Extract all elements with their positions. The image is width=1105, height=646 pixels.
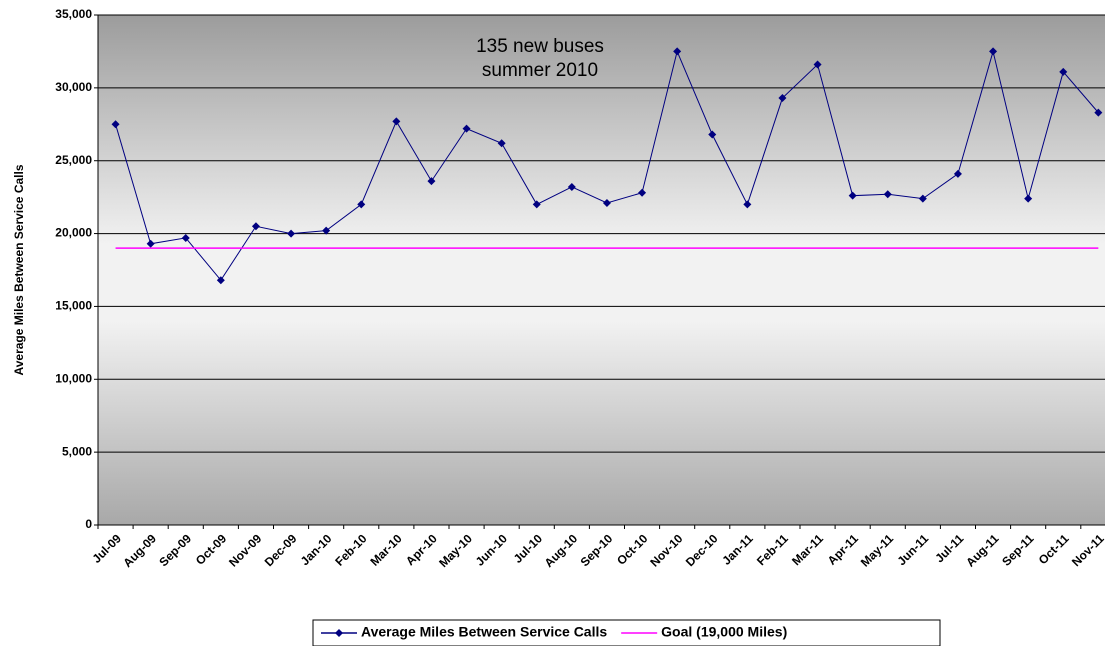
x-tick-label: Sep-10 (578, 531, 616, 569)
x-tick-label: Apr-10 (403, 531, 440, 568)
y-tick-label: 35,000 (55, 7, 92, 21)
data-point (708, 130, 717, 139)
x-tick-label: Jul-11 (932, 531, 966, 565)
x-tick-label: Sep-09 (156, 531, 194, 569)
x-tick-label: Aug-10 (542, 531, 581, 570)
data-point (989, 47, 998, 56)
x-tick-label: Feb-11 (754, 531, 791, 568)
y-tick-label: 5,000 (62, 444, 92, 458)
y-tick-label: 30,000 (55, 80, 92, 94)
x-tick-label: May-10 (436, 531, 475, 570)
data-point (357, 200, 366, 209)
x-tick-label: Sep-11 (999, 531, 1036, 568)
data-point (287, 229, 296, 238)
data-point (1094, 108, 1103, 117)
x-tick-label: Oct-09 (193, 531, 230, 568)
x-tick-label: Oct-11 (1036, 531, 1072, 567)
data-point (251, 222, 260, 231)
data-point (111, 120, 120, 129)
y-tick-label: 0 (85, 517, 92, 531)
legend: Average Miles Between Service Calls Goal … (312, 619, 941, 646)
data-point (953, 169, 962, 178)
x-tick-label: Mar-11 (789, 531, 826, 568)
annotation: 135 new buses (476, 36, 604, 57)
data-point (146, 239, 155, 248)
legend-marker (335, 629, 343, 637)
data-point (322, 226, 331, 235)
data-point (638, 188, 647, 197)
plot-area (98, 15, 1105, 525)
x-tick-label: Oct-10 (614, 531, 651, 568)
y-tick-label: 25,000 (55, 153, 92, 167)
x-tick-label: Jan-10 (298, 531, 335, 568)
data-point (216, 276, 225, 285)
data-point (602, 198, 611, 207)
x-tick-label: Mar-10 (367, 531, 404, 568)
x-tick-label: Jan-11 (719, 531, 756, 568)
x-tick-label: Dec-10 (683, 531, 721, 569)
x-tick-label: Jul-09 (89, 531, 124, 566)
data-point (532, 200, 541, 209)
y-tick-label: 20,000 (55, 226, 92, 240)
x-tick-label: Jun-11 (894, 531, 931, 568)
data-point (778, 94, 787, 103)
data-point (1024, 194, 1033, 203)
data-point (462, 124, 471, 133)
x-tick-label: Feb-10 (332, 531, 369, 568)
data-point (497, 139, 506, 148)
data-point (567, 182, 576, 191)
data-point (848, 191, 857, 200)
y-tick-label: 10,000 (55, 371, 92, 385)
x-tick-label: Dec-09 (262, 531, 300, 569)
data-point (427, 177, 436, 186)
data-point (918, 194, 927, 203)
data-point (1059, 67, 1068, 76)
x-tick-label: Jul-10 (511, 531, 546, 566)
x-tick-label: May-11 (858, 531, 896, 569)
x-tick-label: Nov-09 (226, 531, 264, 569)
data-point (392, 117, 401, 126)
x-tick-label: Nov-10 (647, 531, 685, 569)
y-tick-label: 15,000 (55, 299, 92, 313)
annotation: summer 2010 (482, 60, 598, 81)
y-axis-label: Average Miles Between Service Calls (12, 164, 26, 375)
data-point (673, 47, 682, 56)
x-tick-label: Apr-11 (825, 531, 862, 568)
data-point (743, 200, 752, 209)
data-point (883, 190, 892, 199)
legend-label: Goal (19,000 Miles) (661, 624, 787, 640)
data-point (181, 233, 190, 242)
x-tick-label: Nov-11 (1069, 531, 1105, 569)
x-tick-label: Aug-11 (963, 531, 1001, 569)
x-tick-label: Aug-09 (120, 531, 159, 570)
data-point (813, 60, 822, 69)
legend-label: Average Miles Between Service Calls (361, 624, 607, 640)
x-tick-label: Jun-10 (473, 531, 510, 568)
